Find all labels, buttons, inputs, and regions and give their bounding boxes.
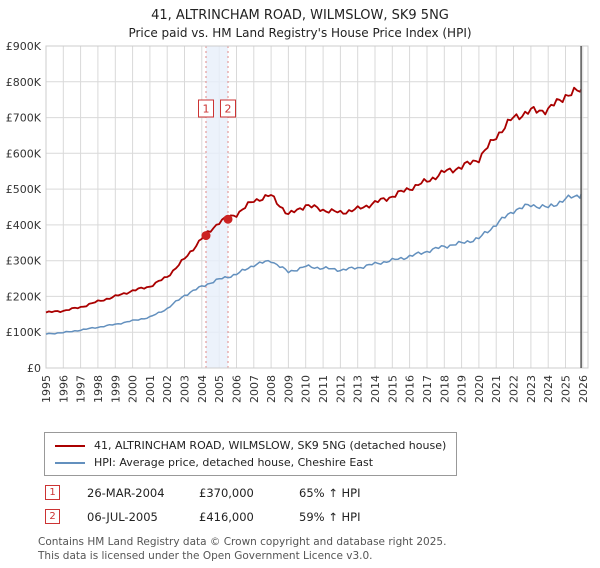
transaction-row-2: 2 06-JUL-2005 £416,000 59% ↑ HPI xyxy=(45,509,600,524)
svg-text:£700K: £700K xyxy=(6,112,42,125)
svg-text:2010: 2010 xyxy=(300,375,313,403)
svg-text:2026: 2026 xyxy=(577,375,590,403)
svg-text:2003: 2003 xyxy=(179,375,192,403)
svg-text:2014: 2014 xyxy=(369,375,382,403)
svg-text:2008: 2008 xyxy=(265,375,278,403)
svg-text:2015: 2015 xyxy=(386,375,399,403)
svg-text:£0: £0 xyxy=(27,362,41,375)
svg-text:2016: 2016 xyxy=(404,375,417,403)
legend-label: 41, ALTRINCHAM ROAD, WILMSLOW, SK9 5NG (… xyxy=(94,439,447,452)
transaction-marker-1: 1 xyxy=(45,485,60,500)
svg-text:2011: 2011 xyxy=(317,375,330,403)
chart-title: 41, ALTRINCHAM ROAD, WILMSLOW, SK9 5NG xyxy=(151,8,449,23)
legend-entry-hpi: HPI: Average price, detached house, Ches… xyxy=(55,454,446,471)
svg-text:2020: 2020 xyxy=(473,375,486,403)
svg-text:£100K: £100K xyxy=(6,326,42,339)
transaction-date: 26-MAR-2004 xyxy=(87,485,165,500)
svg-text:1997: 1997 xyxy=(75,375,88,403)
legend: 41, ALTRINCHAM ROAD, WILMSLOW, SK9 5NG (… xyxy=(44,432,458,476)
svg-text:1995: 1995 xyxy=(40,375,53,403)
transaction-marker-2: 2 xyxy=(45,509,60,524)
svg-text:1998: 1998 xyxy=(92,375,105,403)
svg-text:£300K: £300K xyxy=(6,255,42,268)
svg-text:£400K: £400K xyxy=(6,219,42,232)
svg-text:2024: 2024 xyxy=(542,375,555,403)
license-footnote: Contains HM Land Registry data © Crown c… xyxy=(38,536,600,563)
transaction-row-1: 1 26-MAR-2004 £370,000 65% ↑ HPI xyxy=(45,485,600,500)
red-line-sample xyxy=(55,444,85,447)
svg-text:£200K: £200K xyxy=(6,290,42,303)
transaction-hpi-delta: 59% ↑ HPI xyxy=(299,509,361,524)
svg-text:2009: 2009 xyxy=(282,375,295,403)
svg-text:2001: 2001 xyxy=(144,375,157,403)
chart-subtitle: Price paid vs. HM Land Registry's House … xyxy=(128,26,472,40)
svg-text:1: 1 xyxy=(203,103,210,116)
svg-text:2017: 2017 xyxy=(421,375,434,403)
footnote-line-2: This data is licensed under the Open Gov… xyxy=(38,549,373,562)
svg-text:2012: 2012 xyxy=(334,375,347,403)
transaction-hpi-delta: 65% ↑ HPI xyxy=(299,485,361,500)
footnote-line-1: Contains HM Land Registry data © Crown c… xyxy=(38,536,447,548)
svg-text:£600K: £600K xyxy=(6,147,42,160)
svg-text:1999: 1999 xyxy=(109,375,122,403)
svg-text:2: 2 xyxy=(225,103,232,116)
svg-text:2005: 2005 xyxy=(213,375,226,403)
svg-text:2019: 2019 xyxy=(456,375,469,403)
svg-text:2025: 2025 xyxy=(560,375,573,403)
price-chart: 1995 1996 1997 1998 1999 2000 2001 2002 2003 2004… xyxy=(6,40,590,403)
svg-text:2002: 2002 xyxy=(161,375,174,403)
svg-text:2000: 2000 xyxy=(127,375,140,403)
svg-text:2004: 2004 xyxy=(196,375,209,403)
transaction-date: 06-JUL-2005 xyxy=(87,509,158,524)
svg-text:2022: 2022 xyxy=(508,375,521,403)
svg-text:£900K: £900K xyxy=(6,40,42,53)
svg-text:£800K: £800K xyxy=(6,76,42,89)
svg-text:2007: 2007 xyxy=(248,375,261,403)
legend-entry-property: 41, ALTRINCHAM ROAD, WILMSLOW, SK9 5NG (… xyxy=(55,437,446,454)
blue-line-sample xyxy=(55,461,85,464)
svg-text:2018: 2018 xyxy=(438,375,451,403)
svg-text:2021: 2021 xyxy=(490,375,503,403)
transaction-price: £416,000 xyxy=(199,509,254,524)
svg-text:2013: 2013 xyxy=(352,375,365,403)
legend-label: HPI: Average price, detached house, Ches… xyxy=(94,456,374,469)
transaction-price: £370,000 xyxy=(199,485,254,500)
svg-text:2006: 2006 xyxy=(231,375,244,403)
svg-text:1996: 1996 xyxy=(57,375,70,403)
svg-text:2023: 2023 xyxy=(525,375,538,403)
svg-text:£500K: £500K xyxy=(6,183,42,196)
